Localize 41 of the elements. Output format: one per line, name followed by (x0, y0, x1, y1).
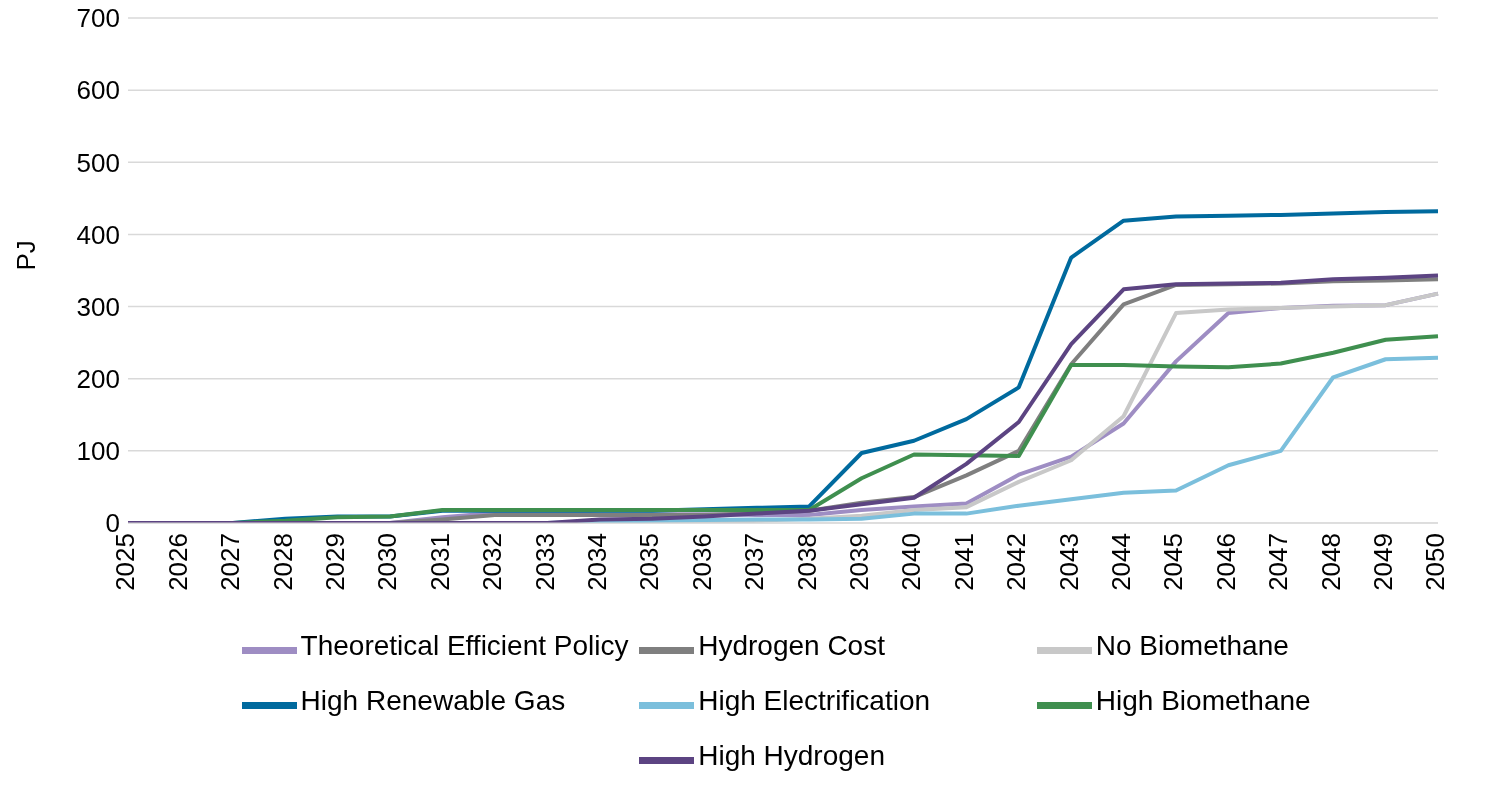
x-tick-label: 2039 (844, 533, 875, 591)
x-tick-label: 2049 (1368, 533, 1399, 591)
y-tick-label: 700 (76, 3, 120, 34)
x-tick-label: 2044 (1106, 533, 1137, 591)
y-tick-label: 500 (76, 147, 120, 178)
x-tick-label: 2026 (162, 533, 193, 591)
y-tick-label: 400 (76, 219, 120, 250)
x-tick-label: 2048 (1315, 533, 1346, 591)
x-tick-label: 2030 (372, 533, 403, 591)
legend-label: No Biomethane (1095, 629, 1289, 661)
x-tick-label: 2041 (948, 533, 979, 591)
legend-label: High Hydrogen (698, 739, 885, 771)
y-tick-label: 200 (76, 363, 120, 394)
legend-label: Hydrogen Cost (698, 629, 885, 661)
legend-label: High Biomethane (1095, 684, 1311, 716)
x-tick-label: 2046 (1210, 533, 1241, 591)
y-axis-title: PJ (11, 240, 42, 271)
x-tick-label: 2042 (1001, 533, 1032, 591)
x-tick-label: 2034 (582, 533, 613, 591)
x-tick-label: 2050 (1420, 533, 1451, 591)
y-tick-label: 300 (76, 291, 120, 322)
y-tick-label: 100 (76, 436, 120, 467)
x-tick-label: 2028 (267, 533, 298, 591)
x-tick-label: 2025 (110, 533, 141, 591)
x-tick-label: 2043 (1053, 533, 1084, 591)
x-tick-label: 2031 (424, 533, 455, 591)
x-tick-label: 2033 (529, 533, 560, 591)
x-tick-label: 2036 (686, 533, 717, 591)
x-tick-label: 2045 (1158, 533, 1189, 591)
legend-label: High Renewable Gas (300, 684, 566, 716)
y-tick-label: 600 (76, 75, 120, 106)
x-tick-label: 2038 (791, 533, 822, 591)
x-tick-label: 2029 (320, 533, 351, 591)
x-tick-label: 2032 (477, 533, 508, 591)
legend-label: Theoretical Efficient Policy (300, 629, 629, 661)
x-tick-label: 2035 (634, 533, 665, 591)
x-tick-label: 2037 (739, 533, 770, 591)
x-tick-label: 2047 (1263, 533, 1294, 591)
legend-label: High Electrification (698, 684, 931, 716)
x-tick-label: 2040 (896, 533, 927, 591)
x-tick-label: 2027 (215, 533, 246, 591)
